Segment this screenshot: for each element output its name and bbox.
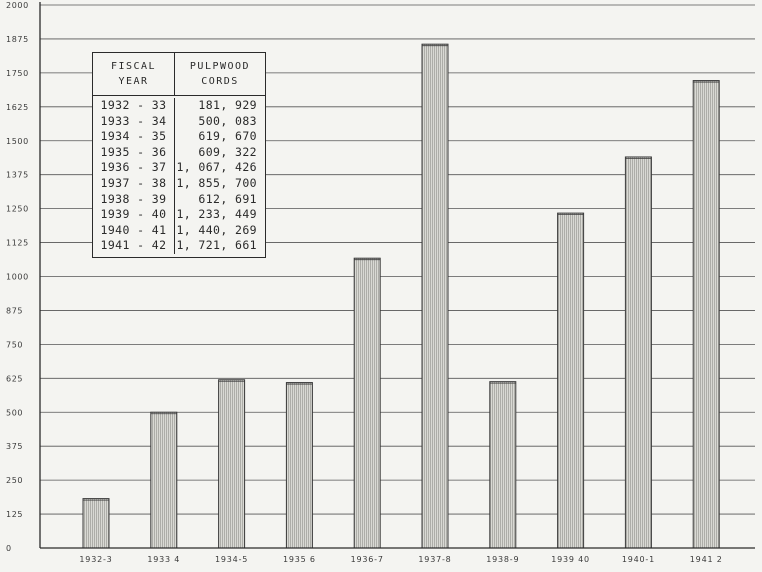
table-cell-year: 1939 - 40 — [100, 207, 167, 222]
y-tick-label: 1750 — [6, 69, 29, 78]
x-tick-label: 1938-9 — [486, 555, 519, 564]
bars — [82, 43, 720, 549]
y-tick-label: 1125 — [6, 239, 29, 248]
header-cords-line2: CORDS — [201, 76, 239, 87]
y-tick-label: 1500 — [6, 137, 29, 146]
x-tick-label: 1941 2 — [690, 555, 723, 564]
bar — [421, 43, 449, 549]
axes — [39, 2, 755, 549]
bar — [692, 80, 720, 549]
header-fiscal-year: FISCAL YEAR — [93, 53, 175, 95]
table-cell-year: 1932 - 33 — [100, 98, 167, 112]
y-tick-label: 375 — [6, 442, 23, 451]
table-cell-year: 1936 - 37 — [100, 160, 167, 175]
x-tick-label: 1939 40 — [551, 555, 590, 564]
table-cell-year: 1938 - 39 — [100, 191, 167, 206]
header-cords-line1: PULPWOOD — [189, 61, 251, 72]
data-table: FISCAL YEAR PULPWOOD CORDS 1932 - 33 1933… — [92, 52, 266, 258]
header-year-line2: YEAR — [118, 76, 149, 87]
x-tick-label: 1932-3 — [79, 555, 112, 564]
header-pulpwood-cords: PULPWOOD CORDS — [175, 53, 265, 95]
table-cell-year: 1934 - 35 — [100, 129, 167, 144]
y-tick-label: 0 — [6, 544, 12, 553]
table-header: FISCAL YEAR PULPWOOD CORDS — [93, 53, 265, 96]
bar — [353, 257, 381, 549]
table-cell-year: 1941 - 42 — [100, 238, 167, 253]
table-cell-year: 1937 - 38 — [100, 175, 167, 190]
y-tick-label: 1625 — [6, 103, 29, 112]
y-tick-label: 875 — [6, 306, 23, 315]
table-cell-cords: 1, 855, 700 — [176, 175, 257, 190]
table-cell-cords: 1, 440, 269 — [176, 222, 257, 237]
x-tick-label: 1934-5 — [215, 555, 248, 564]
table-body: 1932 - 33 1933 - 34 1934 - 35 1935 - 36 1936… — [93, 96, 265, 257]
y-tick-labels: 0 125 250 375 500 625 750 875 1000 1125 1250 1375 15… — [6, 1, 29, 553]
y-tick-label: 750 — [6, 340, 23, 349]
table-cell-year: 1933 - 34 — [100, 113, 167, 128]
table-cell-cords: 181, 929 — [198, 98, 257, 112]
y-tick-label: 2000 — [6, 1, 29, 10]
table-cell-cords: 500, 083 — [198, 113, 257, 128]
bar — [218, 379, 246, 549]
y-tick-label: 500 — [6, 408, 23, 417]
bar — [624, 156, 652, 549]
bar — [489, 381, 517, 549]
y-tick-label: 250 — [6, 476, 23, 485]
y-tick-label: 1875 — [6, 35, 29, 44]
y-tick-label: 625 — [6, 374, 23, 383]
bar — [150, 411, 178, 549]
x-tick-label: 1933 4 — [147, 555, 180, 564]
table-cell-year: 1935 - 36 — [100, 144, 167, 159]
table-cell-cords: 619, 670 — [198, 129, 257, 144]
x-tick-labels: 1932-3 1933 4 1934-5 1935 6 1936-7 1937-8 1938… — [79, 555, 723, 564]
cords-column: 181, 929 500, 083 619, 670 609, 322 1, 067, … — [175, 98, 265, 254]
table-cell-cords: 612, 691 — [198, 191, 257, 206]
x-tick-label: 1935 6 — [283, 555, 316, 564]
y-tick-label: 1250 — [6, 205, 29, 214]
table-cell-year: 1940 - 41 — [100, 222, 167, 237]
x-tick-label: 1937-8 — [418, 555, 451, 564]
bar — [557, 212, 585, 549]
table-cell-cords: 609, 322 — [198, 144, 257, 159]
x-tick-label: 1936-7 — [351, 555, 384, 564]
year-column: 1932 - 33 1933 - 34 1934 - 35 1935 - 36 1936… — [93, 98, 175, 254]
table-cell-cords: 1, 233, 449 — [176, 207, 257, 222]
y-tick-label: 1375 — [6, 171, 29, 180]
bar — [82, 498, 110, 549]
x-tick-label: 1940-1 — [622, 555, 655, 564]
header-year-line1: FISCAL — [110, 61, 157, 72]
y-tick-label: 125 — [6, 510, 23, 519]
table-cell-cords: 1, 721, 661 — [176, 238, 257, 253]
y-tick-label: 1000 — [6, 273, 29, 282]
table-cell-cords: 1, 067, 426 — [176, 160, 257, 175]
bar — [285, 382, 313, 549]
